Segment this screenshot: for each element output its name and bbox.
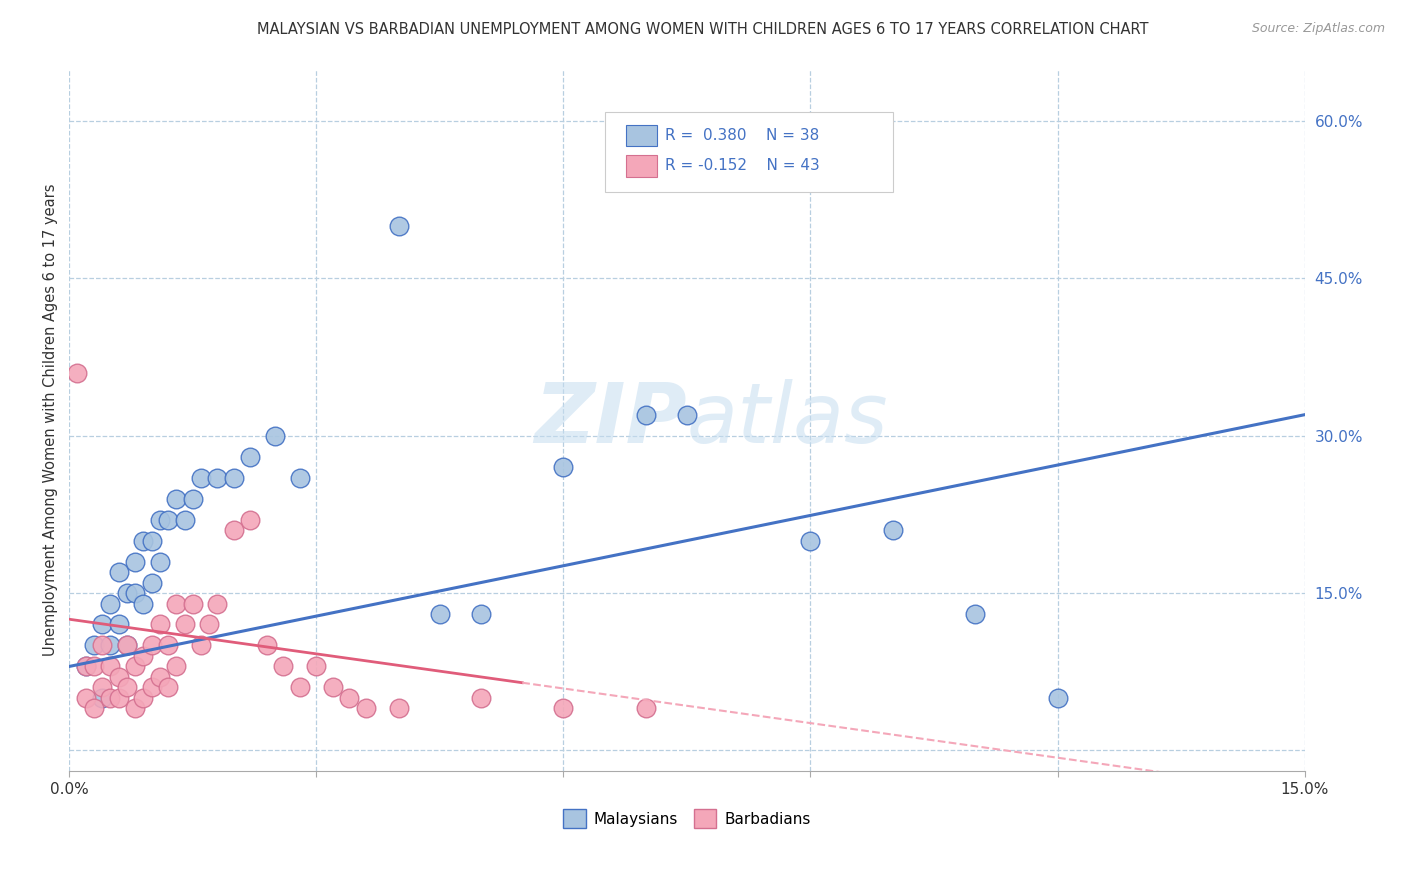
- Point: [305, 659, 328, 673]
- Point: [75, 659, 97, 673]
- Point: [107, 617, 129, 632]
- Legend: Malaysians, Barbadians: Malaysians, Barbadians: [557, 803, 817, 834]
- Point: [239, 513, 262, 527]
- Point: [83, 701, 105, 715]
- Text: atlas: atlas: [688, 379, 889, 460]
- Point: [634, 408, 657, 422]
- Text: Source: ZipAtlas.com: Source: ZipAtlas.com: [1251, 22, 1385, 36]
- Point: [91, 690, 114, 705]
- Point: [149, 670, 172, 684]
- Point: [882, 523, 904, 537]
- Point: [83, 639, 105, 653]
- Point: [288, 470, 311, 484]
- Point: [132, 690, 155, 705]
- Point: [190, 470, 212, 484]
- Point: [149, 555, 172, 569]
- Point: [107, 565, 129, 579]
- Point: [429, 607, 451, 621]
- Point: [115, 639, 138, 653]
- Point: [181, 491, 204, 506]
- Point: [132, 597, 155, 611]
- Point: [239, 450, 262, 464]
- Point: [141, 639, 163, 653]
- Point: [222, 523, 245, 537]
- Point: [965, 607, 987, 621]
- Point: [91, 617, 114, 632]
- Point: [132, 533, 155, 548]
- Point: [157, 513, 180, 527]
- Point: [470, 690, 492, 705]
- Point: [124, 555, 146, 569]
- Point: [100, 639, 122, 653]
- Point: [157, 639, 180, 653]
- Text: R = -0.152    N = 43: R = -0.152 N = 43: [665, 159, 820, 173]
- Point: [799, 533, 821, 548]
- Point: [100, 597, 122, 611]
- Point: [173, 513, 195, 527]
- Point: [75, 690, 97, 705]
- Point: [149, 617, 172, 632]
- Point: [165, 659, 187, 673]
- Point: [141, 681, 163, 695]
- Point: [1046, 690, 1069, 705]
- Point: [124, 586, 146, 600]
- Point: [157, 681, 180, 695]
- Point: [141, 533, 163, 548]
- Point: [634, 701, 657, 715]
- Point: [100, 690, 122, 705]
- Point: [141, 575, 163, 590]
- Point: [173, 617, 195, 632]
- Point: [66, 366, 89, 380]
- Point: [181, 597, 204, 611]
- Y-axis label: Unemployment Among Women with Children Ages 6 to 17 years: Unemployment Among Women with Children A…: [44, 184, 58, 657]
- Point: [91, 639, 114, 653]
- Text: ZIP: ZIP: [534, 379, 688, 460]
- Point: [107, 690, 129, 705]
- Point: [100, 659, 122, 673]
- Point: [132, 648, 155, 663]
- Point: [83, 659, 105, 673]
- Text: R =  0.380    N = 38: R = 0.380 N = 38: [665, 128, 820, 143]
- Text: MALAYSIAN VS BARBADIAN UNEMPLOYMENT AMONG WOMEN WITH CHILDREN AGES 6 TO 17 YEARS: MALAYSIAN VS BARBADIAN UNEMPLOYMENT AMON…: [257, 22, 1149, 37]
- Point: [91, 681, 114, 695]
- Point: [256, 639, 278, 653]
- Point: [388, 701, 411, 715]
- Point: [207, 597, 229, 611]
- Point: [288, 681, 311, 695]
- Point: [222, 470, 245, 484]
- Point: [207, 470, 229, 484]
- Point: [115, 586, 138, 600]
- Point: [107, 670, 129, 684]
- Point: [337, 690, 360, 705]
- Point: [676, 408, 699, 422]
- Point: [354, 701, 377, 715]
- Point: [470, 607, 492, 621]
- Point: [553, 701, 575, 715]
- Point: [149, 513, 172, 527]
- Point: [388, 219, 411, 233]
- Point: [264, 428, 287, 442]
- Point: [198, 617, 221, 632]
- Point: [165, 597, 187, 611]
- Point: [322, 681, 344, 695]
- Point: [553, 460, 575, 475]
- Point: [115, 681, 138, 695]
- Point: [190, 639, 212, 653]
- Point: [124, 701, 146, 715]
- Point: [124, 659, 146, 673]
- Point: [165, 491, 187, 506]
- Point: [75, 659, 97, 673]
- Point: [115, 639, 138, 653]
- Point: [273, 659, 295, 673]
